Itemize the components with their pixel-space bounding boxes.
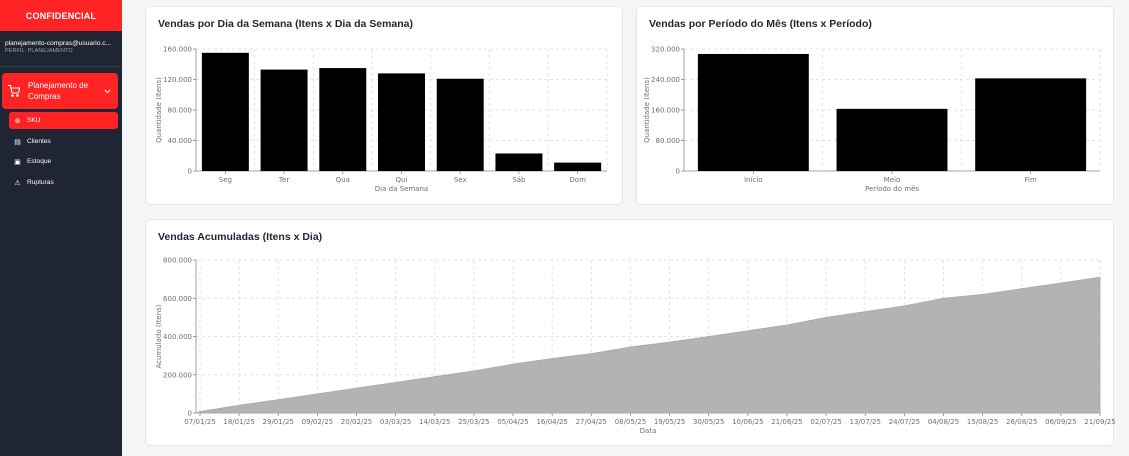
chevron-down-icon — [104, 89, 111, 93]
sidebar-item-label: Estoque — [27, 158, 52, 165]
brand-label: CONFIDENCIAL — [0, 0, 122, 31]
user-email: planejamento-compras@usuario.c... — [5, 40, 112, 47]
x-axis-label: Período do mês — [865, 185, 919, 193]
chart-dia-semana: 0 40.000 80.000 120.000 160.000 Dia da Semana… — [155, 46, 608, 193]
chart-vendas-acumuladas: 0 200.000 400.000 600.000 800.000 Data Acumula… — [155, 257, 1115, 436]
x-tick-label: Meio — [884, 176, 901, 184]
x-tick-label: 21/06/25 — [771, 418, 802, 426]
x-tick-label: 03/03/25 — [380, 418, 411, 426]
x-tick-label: Ter — [278, 176, 289, 184]
x-tick-label: 09/02/25 — [302, 418, 333, 426]
bar — [975, 78, 1087, 171]
x-tick-label: 04/08/25 — [928, 418, 959, 426]
y-tick-label: 400.000 — [163, 333, 192, 341]
sidebar: CONFIDENCIAL planejamento-compras@usuari… — [0, 0, 122, 456]
x-tick-label: 19/05/25 — [654, 418, 685, 426]
x-tick-label: 29/01/25 — [263, 418, 294, 426]
y-tick-label: 160.000 — [163, 46, 192, 54]
x-tick-label: Sáb — [512, 176, 526, 184]
bar — [554, 162, 602, 171]
y-tick-label: 160.000 — [651, 107, 680, 115]
bar — [201, 52, 249, 171]
menu-planejamento-compras[interactable]: Planejamento de Compras — [2, 73, 118, 109]
y-tick-label: 80.000 — [168, 107, 193, 115]
bar — [836, 108, 948, 171]
y-tick-label: 240.000 — [651, 76, 680, 84]
sidebar-item-clientes[interactable]: ▤ Clientes — [9, 133, 118, 150]
x-tick-label: 26/08/25 — [1006, 418, 1037, 426]
y-tick-label: 0 — [188, 410, 192, 418]
x-axis-label: Data — [640, 427, 657, 435]
x-tick-label: 15/08/25 — [967, 418, 998, 426]
x-tick-label: Início — [744, 176, 763, 184]
x-tick-label: 05/04/25 — [497, 418, 528, 426]
x-tick-label: 02/07/25 — [810, 418, 841, 426]
x-tick-label: 13/07/25 — [849, 418, 880, 426]
chart-title: Vendas por Período do Mês (Itens x Perío… — [649, 18, 872, 30]
bar — [436, 78, 484, 171]
x-tick-label: Dom — [569, 176, 586, 184]
x-tick-label: Fim — [1025, 176, 1037, 184]
user-info: planejamento-compras@usuario.c... PERFIL… — [0, 31, 122, 67]
x-tick-label: 08/05/25 — [615, 418, 646, 426]
x-tick-label: 16/04/25 — [536, 418, 567, 426]
x-axis-label: Dia da Semana — [375, 185, 428, 193]
sidebar-item-rupturas[interactable]: ⚠ Rupturas — [9, 174, 118, 191]
x-tick-label: Sex — [454, 176, 467, 184]
y-tick-label: 320.000 — [651, 46, 680, 54]
x-tick-label: Qua — [336, 176, 350, 184]
y-tick-label: 0 — [676, 168, 680, 176]
x-tick-label: 06/09/25 — [1045, 418, 1076, 426]
sidebar-item-estoque[interactable]: ▣ Estoque — [9, 153, 118, 170]
x-tick-label: 10/06/25 — [732, 418, 763, 426]
sidebar-item-label: Rupturas — [27, 179, 54, 186]
menu-planejamento-label: Planejamento de Compras — [28, 81, 89, 101]
x-tick-label: 20/02/25 — [341, 418, 372, 426]
tag-icon: ⊛ — [14, 117, 21, 125]
x-tick-label: Qui — [396, 176, 408, 184]
document-icon: ▤ — [14, 138, 21, 146]
card-dia-semana: Vendas por Dia da Semana (Itens x Dia da… — [145, 6, 623, 205]
y-tick-label: 120.000 — [163, 76, 192, 84]
y-axis-label: Quantidade (Itens) — [155, 77, 163, 143]
y-tick-label: 0 — [188, 168, 192, 176]
x-tick-label: 18/01/25 — [223, 418, 254, 426]
chart-title: Vendas Acumuladas (Itens x Dia) — [158, 231, 323, 243]
y-tick-label: 80.000 — [656, 137, 681, 145]
cart-icon — [8, 85, 20, 97]
y-axis-label: Acumulado (Itens) — [155, 304, 163, 368]
x-tick-label: Seg — [219, 176, 232, 184]
y-tick-label: 40.000 — [168, 137, 193, 145]
sidebar-item-label: SKU — [27, 117, 41, 124]
x-tick-label: 25/03/25 — [458, 418, 489, 426]
card-periodo-mes: Vendas por Período do Mês (Itens x Perío… — [636, 6, 1114, 205]
y-tick-label: 800.000 — [163, 257, 192, 265]
bar — [319, 68, 367, 171]
card-vendas-acumuladas: Vendas Acumuladas (Itens x Dia) 0 200.000… — [145, 219, 1115, 446]
bar — [697, 53, 809, 171]
chart-title: Vendas por Dia da Semana (Itens x Dia da… — [158, 18, 414, 30]
x-tick-label: 24/07/25 — [889, 418, 920, 426]
y-axis-label: Quantidade (Itens) — [643, 77, 651, 143]
x-tick-label: 21/09/25 — [1084, 418, 1115, 426]
bar — [495, 153, 543, 171]
bar — [260, 69, 308, 171]
chart-periodo-mes: 0 80.000 160.000 240.000 320.000 Período do m… — [643, 46, 1101, 193]
x-tick-label: 14/03/25 — [419, 418, 450, 426]
x-tick-label: 27/04/25 — [576, 418, 607, 426]
warning-icon: ⚠ — [14, 179, 21, 187]
y-tick-label: 600.000 — [163, 295, 192, 303]
box-icon: ▣ — [14, 158, 21, 166]
area-series — [195, 276, 1101, 414]
bar — [378, 73, 425, 171]
sidebar-item-label: Clientes — [27, 138, 51, 145]
x-tick-label: 07/01/25 — [184, 418, 215, 426]
sidebar-item-sku[interactable]: ⊛ SKU — [9, 112, 118, 129]
user-profile: PERFIL: PLANEJAMENTO — [5, 48, 73, 54]
x-tick-label: 30/05/25 — [693, 418, 724, 426]
y-tick-label: 200.000 — [163, 371, 192, 379]
